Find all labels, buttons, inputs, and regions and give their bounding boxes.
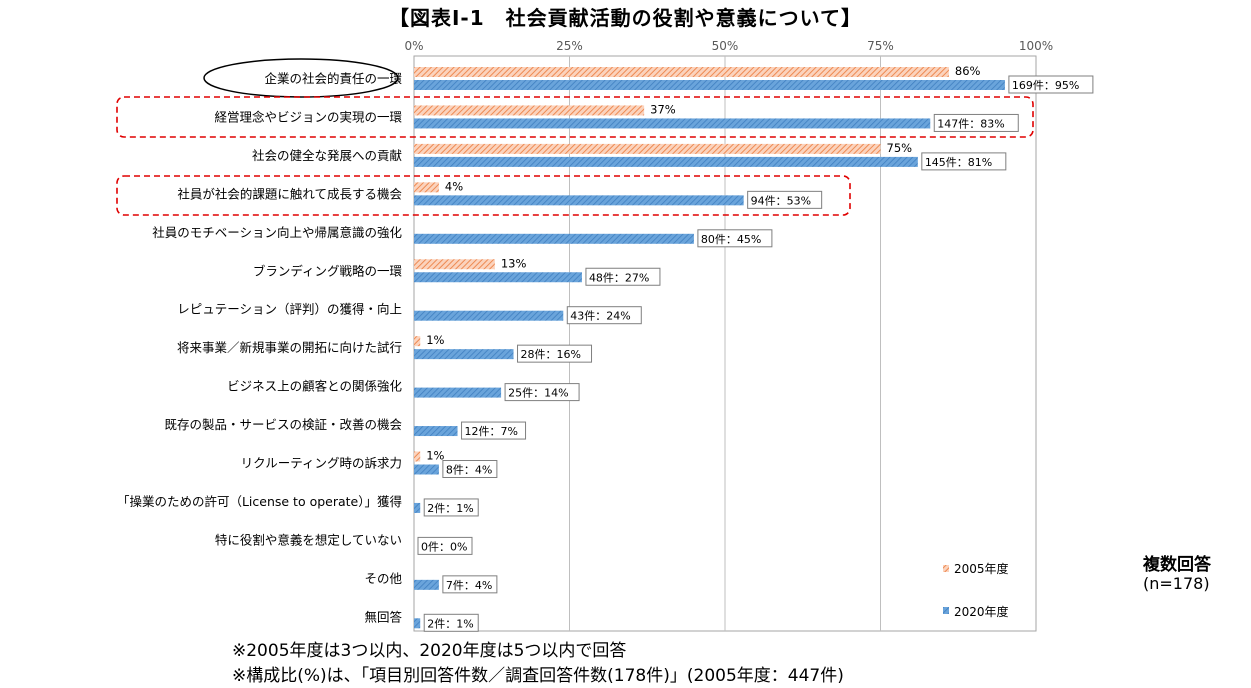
- data-label-2020: 147件：83%: [937, 117, 1004, 130]
- bar-2020: [414, 118, 931, 129]
- data-label-box-2020: [461, 421, 527, 440]
- x-tick-label: 0%: [404, 39, 423, 53]
- bar-2005: [414, 67, 949, 77]
- legend-label-2020: 2020年度: [954, 604, 1009, 619]
- data-label-2005: 86%: [955, 64, 981, 78]
- data-label-box-2020: [585, 267, 661, 286]
- data-label-box-2020: [933, 113, 1019, 132]
- bar-2020: [414, 387, 502, 398]
- bar-2020: [414, 579, 439, 590]
- x-tick-label: 25%: [556, 39, 583, 53]
- data-label-box-2020: [921, 152, 1007, 171]
- category-label: 経営理念やビジョンの実現の一環: [214, 109, 402, 124]
- data-label-2005: 37%: [650, 102, 676, 116]
- data-label-2005: 75%: [887, 141, 913, 155]
- data-label-2020: 8件：4%: [446, 464, 492, 477]
- data-label-2020: 25件：14%: [508, 387, 568, 400]
- category-label: ブランディング戦略の一環: [253, 263, 403, 278]
- bar-2005: [414, 336, 421, 347]
- highlight-ellipse: [203, 58, 399, 98]
- data-label-2020: 43件：24%: [570, 310, 630, 323]
- data-label-2005: 4%: [445, 179, 463, 193]
- category-label: 無回答: [364, 609, 402, 624]
- bar-2020: [414, 349, 514, 360]
- data-label-2020: 80件：45%: [701, 233, 761, 246]
- data-label-box-2020: [442, 575, 498, 594]
- data-label-2020: 169件：95%: [1012, 79, 1079, 92]
- category-label: 社員のモチベーション向上や帰属意識の強化: [152, 225, 402, 240]
- chart-title: 【図表Ⅰ-1 社会貢献活動の役割や意義について】: [388, 6, 863, 30]
- category-label: ビジネス上の顧客との関係強化: [227, 379, 402, 394]
- category-label: 社員が社会的課題に触れて成長する機会: [177, 186, 402, 201]
- legend-label-2005: 2005年度: [954, 561, 1009, 576]
- bar-2020: [414, 618, 421, 629]
- bar-2020: [414, 426, 458, 437]
- bar-2020: [414, 502, 421, 513]
- data-label-box-2020: [747, 190, 823, 209]
- data-label-2005: 1%: [426, 449, 444, 463]
- bar-2020: [414, 195, 744, 206]
- category-label: 「操業のための許可（License to operate）」獲得: [117, 494, 402, 509]
- data-label-box-2020: [442, 460, 498, 478]
- data-label-2020: 145件：81%: [925, 156, 992, 169]
- data-label-2020: 12件：7%: [465, 425, 518, 438]
- bar-2020: [414, 272, 582, 283]
- category-label: レピュテーション（評判）の獲得・向上: [177, 302, 402, 317]
- bar-2020: [414, 156, 918, 167]
- data-label-2020: 94件：53%: [751, 194, 811, 207]
- bar-2020: [414, 80, 1005, 90]
- data-label-2005: 13%: [501, 256, 527, 270]
- data-label-box-2020: [504, 383, 580, 402]
- bar-2020: [414, 310, 564, 321]
- data-label-box-2020: [417, 536, 473, 555]
- bar-2005: [414, 105, 645, 116]
- category-label: 既存の製品・サービスの検証・改善の機会: [164, 417, 402, 432]
- data-label-2020: 0件：0%: [421, 540, 467, 553]
- x-tick-label: 50%: [712, 39, 739, 53]
- data-label-box-2020: [1008, 75, 1094, 94]
- category-label: その他: [364, 571, 402, 586]
- category-label: 企業の社会的責任の一環: [264, 71, 402, 86]
- footnote-2: ※構成比(%)は、「項目別回答件数／調査回答件数(178件)」(2005年度：4…: [232, 666, 844, 686]
- category-label: 特に役割や意義を想定していない: [215, 532, 402, 547]
- data-label-2005: 1%: [426, 333, 444, 347]
- data-label-box-2020: [697, 229, 773, 248]
- data-label-2020: 7件：4%: [446, 579, 492, 592]
- data-label-box-2020: [423, 613, 479, 632]
- data-label-box-2020: [566, 306, 642, 325]
- x-tick-label: 100%: [1019, 39, 1053, 53]
- bar-2005: [414, 143, 881, 154]
- legend-swatch-2020: [943, 607, 949, 614]
- x-tick-label: 75%: [867, 39, 894, 53]
- data-label-2020: 2件：1%: [427, 502, 473, 515]
- legend-swatch-2005: [943, 565, 949, 572]
- bar-2005: [414, 182, 439, 193]
- footnote-1: ※2005年度は3つ以内、2020年度は5つ以内で回答: [232, 641, 627, 661]
- data-label-2020: 48件：27%: [589, 271, 649, 284]
- bar-2005: [414, 259, 495, 270]
- category-label: 社会の健全な発展への貢献: [252, 148, 402, 163]
- bar-2020: [414, 233, 694, 244]
- sample-size-label: (n=178): [1143, 574, 1210, 593]
- highlight-box-vision: [116, 96, 1034, 138]
- data-label-2020: 28件：16%: [521, 348, 581, 361]
- highlight-box-growth: [116, 175, 851, 216]
- category-label: リクルーティング時の訴求力: [241, 456, 402, 471]
- data-label-box-2020: [517, 344, 593, 363]
- category-label: 将来事業／新規事業の開拓に向けた試行: [177, 340, 402, 355]
- multiple-answer-label: 複数回答: [1143, 555, 1211, 575]
- data-label-box-2020: [423, 498, 479, 517]
- bar-2005: [414, 451, 421, 462]
- bar-2020: [414, 464, 439, 475]
- data-label-2020: 2件：1%: [427, 617, 473, 630]
